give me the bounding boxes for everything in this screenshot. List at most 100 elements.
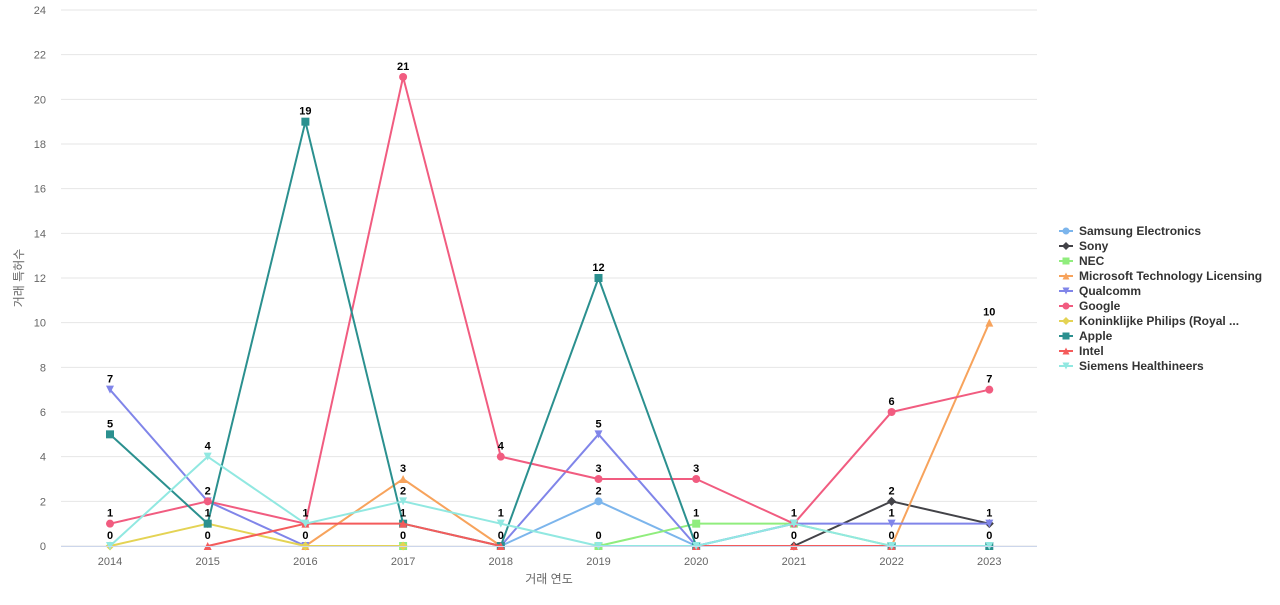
legend-label: Samsung Electronics <box>1079 224 1201 238</box>
data-label: 3 <box>400 463 406 475</box>
legend-label: Google <box>1079 299 1121 313</box>
legend-item: Apple <box>1059 329 1113 343</box>
data-label: 4 <box>205 441 212 453</box>
data-point <box>1062 317 1070 325</box>
x-tick-label: 2020 <box>684 556 708 568</box>
data-point <box>399 475 408 483</box>
data-point <box>1062 272 1070 280</box>
grid <box>61 9 1037 547</box>
data-point <box>594 475 603 483</box>
data-label: 1 <box>889 508 895 520</box>
y-tick-label: 8 <box>40 362 46 374</box>
x-axis-title: 거래 연도 <box>525 572 573 586</box>
data-point <box>887 496 897 506</box>
y-tick-label: 4 <box>40 452 46 464</box>
data-label: 1 <box>302 508 308 520</box>
data-point <box>496 519 505 528</box>
legend-label: Qualcomm <box>1079 284 1141 298</box>
legend-item: NEC <box>1059 254 1105 268</box>
data-label: 7 <box>107 374 113 386</box>
series-line <box>890 321 991 547</box>
x-tick-label: 2023 <box>977 556 1001 568</box>
data-point <box>399 519 408 528</box>
x-tick-label: 2021 <box>782 556 806 568</box>
data-label: 0 <box>791 530 797 542</box>
data-label: 0 <box>400 530 406 542</box>
x-tick-label: 2022 <box>879 556 903 568</box>
data-label: 21 <box>397 61 409 73</box>
y-axis-title: 거래 특허수 <box>12 249 26 308</box>
data-label: 1 <box>107 508 113 520</box>
data-point <box>1062 332 1070 340</box>
data-label: 2 <box>400 485 406 497</box>
y-tick-label: 12 <box>34 273 46 285</box>
data-point <box>789 519 798 528</box>
y-tick-label: 2 <box>40 496 46 508</box>
data-label: 7 <box>986 374 992 386</box>
legend-label: Apple <box>1079 329 1113 343</box>
data-label: 1 <box>498 508 504 520</box>
x-tick-label: 2014 <box>98 556 122 568</box>
data-point <box>985 519 994 528</box>
data-label: 2 <box>205 485 211 497</box>
data-label: 4 <box>498 441 505 453</box>
data-label: 0 <box>302 530 308 542</box>
series <box>106 73 994 528</box>
data-label: 0 <box>107 530 113 542</box>
series-line <box>109 455 991 547</box>
data-point <box>1062 302 1070 310</box>
data-point <box>985 318 994 327</box>
data-label: 1 <box>986 508 992 520</box>
data-label: 3 <box>693 463 699 475</box>
legend-label: Microsoft Technology Licensing <box>1079 269 1262 283</box>
data-point <box>1062 242 1070 250</box>
data-point <box>985 385 994 394</box>
data-point <box>203 497 212 506</box>
series-line <box>109 76 991 525</box>
data-point <box>301 117 310 126</box>
data-point <box>887 408 896 416</box>
data-label: 5 <box>107 418 113 430</box>
series <box>106 117 994 550</box>
data-label: 3 <box>595 463 601 475</box>
data-label: 0 <box>498 530 504 542</box>
x-tick-label: 2018 <box>489 556 513 568</box>
data-point <box>106 385 114 394</box>
legend-item: Intel <box>1059 344 1104 358</box>
data-label: 0 <box>205 530 211 542</box>
legend-item: Siemens Healthineers <box>1059 359 1204 373</box>
data-label: 1 <box>205 508 211 520</box>
x-tick-label: 2016 <box>293 556 317 568</box>
data-label: 0 <box>889 530 895 542</box>
y-tick-label: 20 <box>34 94 46 106</box>
data-point <box>399 497 408 506</box>
legend-item: Samsung Electronics <box>1059 224 1201 238</box>
legend-label: NEC <box>1079 254 1105 268</box>
legend-label: Sony <box>1079 239 1109 253</box>
x-tick-label: 2015 <box>195 556 219 568</box>
data-point <box>106 519 114 528</box>
data-point <box>887 519 896 528</box>
data-point <box>203 519 212 528</box>
data-label: 5 <box>595 418 601 430</box>
data-label: 6 <box>889 396 895 408</box>
data-point <box>1062 362 1070 370</box>
data-label: 1 <box>791 508 797 520</box>
y-tick-label: 6 <box>40 407 46 419</box>
data-label: 0 <box>693 530 699 542</box>
data-point <box>203 452 212 461</box>
data-label: 0 <box>595 530 601 542</box>
legend-label: Koninklijke Philips (Royal ... <box>1079 314 1239 328</box>
y-tick-label: 16 <box>34 184 46 196</box>
data-point <box>1062 287 1070 295</box>
x-tick-label: 2019 <box>586 556 610 568</box>
data-label: 10 <box>983 307 995 319</box>
data-point <box>496 452 505 461</box>
legend-item: Microsoft Technology Licensing <box>1059 269 1262 283</box>
legend-item: Google <box>1059 299 1121 313</box>
series-line <box>206 522 502 547</box>
